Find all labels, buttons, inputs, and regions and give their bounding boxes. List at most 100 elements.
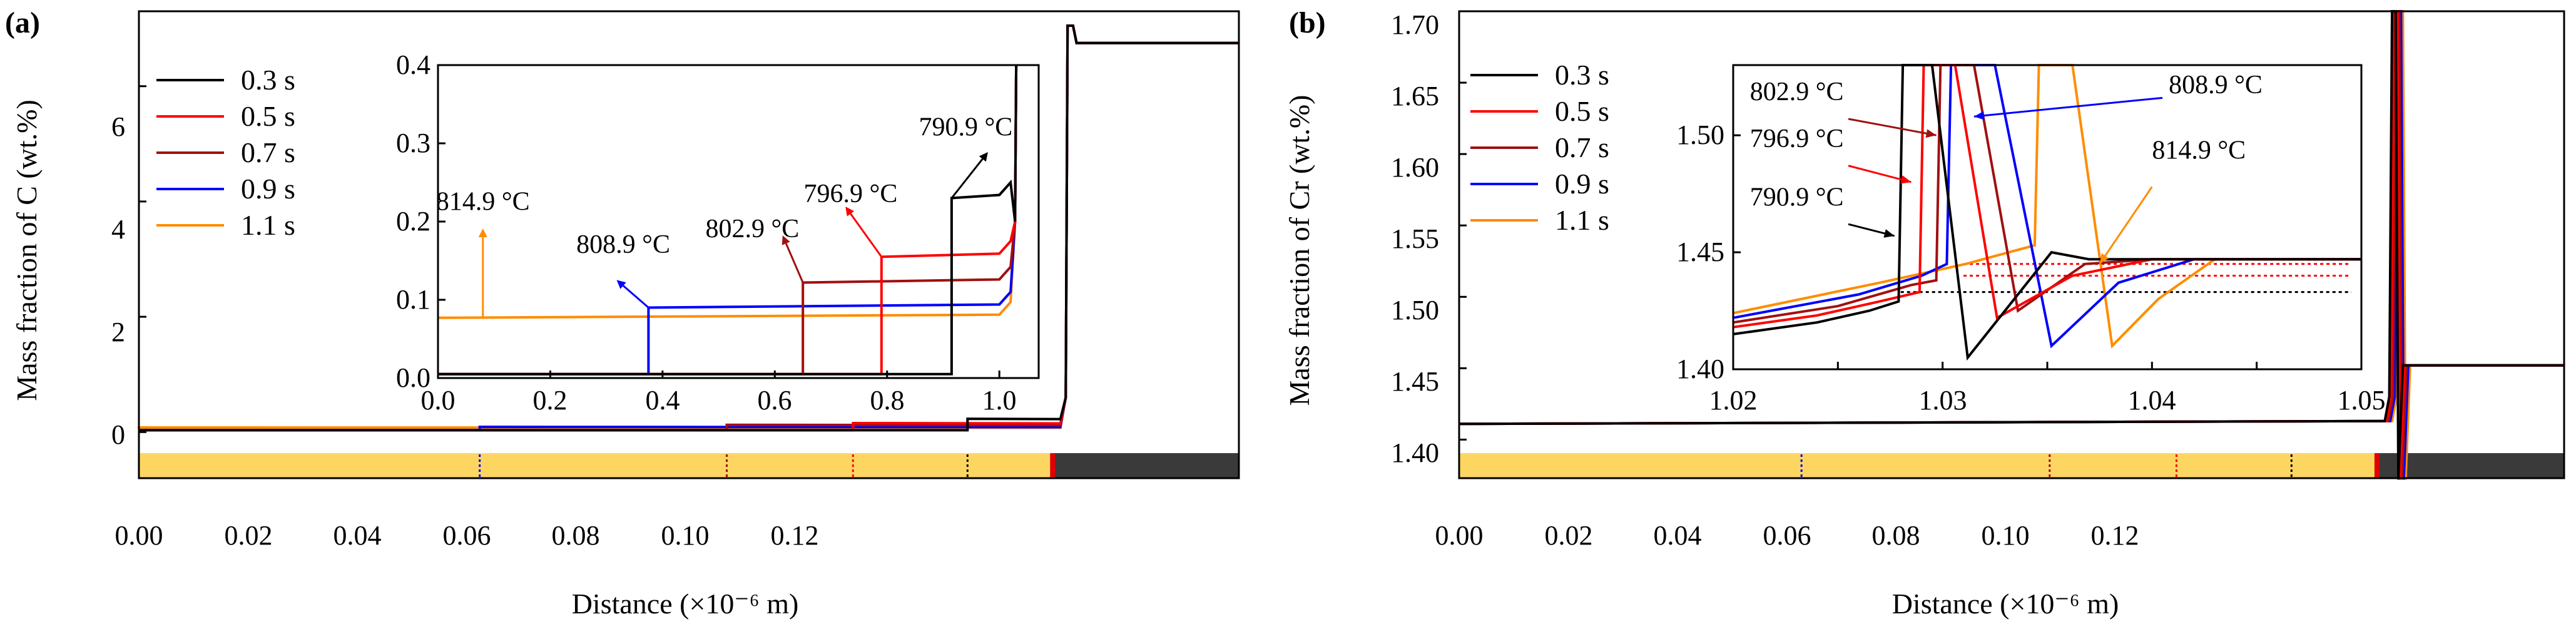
annotation-leader [1848, 118, 1937, 136]
cementite-bar-segment [1054, 453, 1239, 478]
annotation-label: 814.9 °C [436, 187, 530, 216]
inset-y-tick-labels: 0.0 0.1 0.2 0.3 0.4 [396, 49, 430, 393]
inset-background [438, 65, 1039, 378]
x-tick-label: 0.06 [1763, 520, 1811, 551]
legend-label: 0.9 s [241, 173, 295, 205]
inset-y-tick-label: 0.0 [396, 362, 430, 393]
ferrite-bar-segment [139, 453, 1052, 478]
inset-x-tick-labels: 1.02 1.03 1.04 1.05 [1709, 385, 2386, 416]
inset-reference-lines [1900, 263, 2351, 294]
series-line [139, 24, 1239, 432]
x-tick-label: 0.00 [1435, 520, 1484, 551]
annotation-arrowhead [979, 152, 988, 162]
legend: 0.3 s 0.5 s 0.7 s 0.9 s 1.1 s [1470, 59, 1609, 236]
x-axis-label: Distance (×10⁻⁶ m) [572, 588, 799, 620]
inset-x-tick-labels: 0.0 0.2 0.4 0.6 0.8 1.0 [421, 385, 1017, 416]
x-tick-label: 0.02 [225, 520, 273, 551]
inset-y-tick-labels: 1.40 1.45 1.50 [1676, 120, 1724, 384]
inset-x-tick-label: 0.6 [758, 385, 792, 416]
annotation-leader [1973, 96, 2163, 118]
y-tick-labels: 1.40 1.45 1.50 1.55 1.60 1.65 1.70 [1391, 9, 1439, 468]
legend-label: 0.7 s [1555, 131, 1609, 163]
inset-y-tick-label: 0.4 [396, 49, 430, 80]
x-tick-label: 0.12 [2091, 520, 2139, 551]
annotation-label: 790.9 °C [919, 113, 1012, 142]
x-tick-label: 0.10 [661, 520, 710, 551]
y-tick-label: 1.45 [1391, 366, 1439, 397]
x-tick-label: 0.04 [333, 520, 382, 551]
legend-label: 1.1 s [241, 209, 295, 241]
inset-x-tick-label: 1.04 [2128, 385, 2176, 416]
x-tick-label: 0.00 [115, 520, 163, 551]
plot-frame [138, 10, 1240, 479]
y-tick-label: 1.40 [1391, 437, 1439, 468]
y-tick-label: 6 [111, 111, 125, 142]
y-tick-label: 0 [111, 419, 125, 450]
inset-y-tick-label: 0.1 [396, 284, 430, 315]
inset-x-tick-label: 0.0 [421, 385, 456, 416]
legend-label: 0.7 s [241, 136, 295, 168]
x-tick-labels: 0.00 0.02 0.04 0.06 0.08 0.10 0.12 [115, 520, 819, 551]
y-tick-label: 1.60 [1391, 152, 1439, 183]
series-lines [138, 24, 1239, 432]
annotation-leader [785, 243, 804, 284]
annotation-leader [623, 285, 649, 309]
inset-y-tick-label: 1.50 [1676, 120, 1724, 150]
legend-label: 0.3 s [241, 64, 295, 96]
annotation-arrowhead [1900, 175, 1912, 184]
annotation-arrowhead [2099, 253, 2109, 264]
x-tick-label: 0.12 [771, 520, 819, 551]
y-axis-label: Mass fraction of C (wt.%) [11, 100, 43, 401]
inset-x-tick-label: 1.03 [1919, 385, 1967, 416]
inset-x-tick-label: 1.02 [1709, 385, 1758, 416]
annotation-arrowhead [1883, 229, 1895, 238]
annotation-label: 790.9 °C [1750, 183, 1844, 212]
y-tick-label: 4 [111, 214, 125, 245]
annotation-label: 808.9 °C [2169, 71, 2263, 100]
x-tick-label: 0.02 [1545, 520, 1593, 551]
annotation-leader [1848, 165, 1912, 183]
y-tick-label: 1.65 [1391, 81, 1439, 111]
annotation-arrowhead [616, 280, 626, 289]
annotation-leader [950, 158, 984, 199]
inset: 802.9 °C 796.9 °C 790.9 °C 808.9 °C 814.9 °C… [1676, 64, 2386, 416]
y-tick-label: 2 [111, 317, 125, 347]
panel-label: (a) [5, 6, 40, 39]
cementite-bar-segment [2378, 453, 2564, 478]
x-tick-label: 0.06 [443, 520, 491, 551]
x-tick-label: 0.08 [1872, 520, 1920, 551]
x-tick-label: 0.10 [1982, 520, 2030, 551]
annotation-label: 802.9 °C [706, 215, 800, 243]
plot-frame [1458, 10, 2565, 479]
inset-x-tick-label: 1.0 [982, 385, 1017, 416]
inset-annotations: 802.9 °C 796.9 °C 790.9 °C 808.9 °C 814.9 °C [1750, 71, 2263, 265]
y-tick-label: 1.50 [1391, 295, 1439, 325]
y-tick-labels: 0 2 4 6 [111, 111, 125, 450]
annotation-arrowhead [1925, 129, 1937, 138]
panel-label: (b) [1289, 6, 1326, 39]
inset-x-tick-label: 0.2 [533, 385, 568, 416]
legend-label: 0.9 s [1555, 168, 1609, 200]
inset-series-lines [437, 64, 1018, 376]
legend-label: 0.3 s [1555, 59, 1609, 91]
annotation-label: 796.9 °C [804, 180, 898, 208]
annotation-arrowhead [781, 235, 790, 245]
legend-label: 0.5 s [1555, 95, 1609, 127]
inset-y-tick-label: 0.3 [396, 128, 430, 158]
annotation-label: 802.9 °C [1750, 78, 1844, 106]
annotation-label: 814.9 °C [2152, 136, 2246, 165]
ferrite-bar-segment [1459, 453, 2376, 478]
y-tick-label: 1.70 [1391, 9, 1439, 40]
inset-series-line [438, 64, 1018, 376]
y-tick-label: 1.55 [1391, 223, 1439, 254]
y-axis-label: Mass fraction of Cr (wt.%) [1283, 95, 1315, 406]
panel-a: (a) Mass fraction of C (wt.%) Distance (… [5, 6, 1240, 620]
x-tick-label: 0.08 [552, 520, 600, 551]
x-axis-label: Distance (×10⁻⁶ m) [1892, 588, 2119, 620]
legend: 0.3 s 0.5 s 0.7 s 0.9 s 1.1 s [156, 64, 295, 241]
panel-b: (b) Mass fraction of Cr (wt.%) Distance … [1283, 6, 2565, 620]
inset-x-tick-label: 0.8 [870, 385, 905, 416]
